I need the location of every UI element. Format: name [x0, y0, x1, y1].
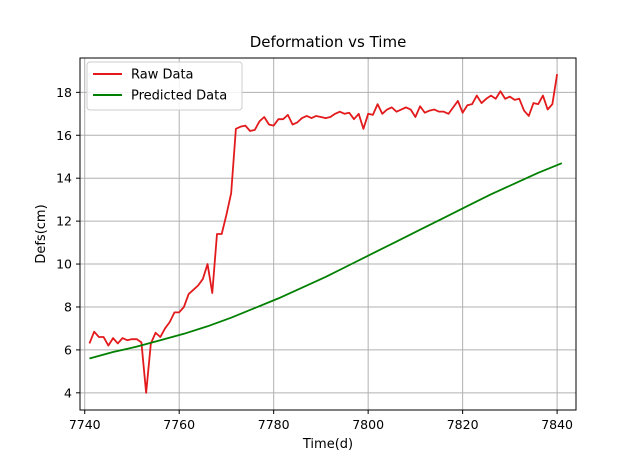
legend-label-raw-data: Raw Data: [131, 68, 194, 83]
x-tick-label: 7760: [163, 417, 195, 432]
legend-box: [86, 61, 243, 111]
x-tick-label: 7780: [258, 417, 290, 432]
x-tick-label: 7800: [352, 417, 384, 432]
y-tick-label: 18: [56, 85, 72, 100]
ticks: 7740 7760 7780 7800 7820 7840 4 6 8 10 12 14 16 18: [56, 85, 573, 432]
series-line-predicted-data: [89, 162, 563, 360]
y-axis-label: Defs(cm): [34, 204, 49, 263]
legend: Raw Data Predicted Data: [86, 61, 243, 111]
grid: [80, 58, 576, 410]
x-tick-label: 7840: [541, 417, 573, 432]
legend-label-predicted-data: Predicted Data: [131, 89, 227, 104]
plot-area-frame: [79, 57, 577, 411]
y-tick-label: 4: [64, 385, 72, 400]
x-tick-label: 7820: [447, 417, 479, 432]
chart-title: Deformation vs Time: [250, 33, 407, 51]
series-layer: [88, 73, 563, 394]
x-tick-label: 7740: [69, 417, 101, 432]
series-line-raw-data: [88, 73, 558, 394]
y-tick-label: 16: [56, 128, 72, 143]
y-tick-label: 6: [64, 342, 72, 357]
y-tick-label: 10: [56, 257, 72, 272]
x-axis-label: Time(d): [302, 437, 353, 452]
y-tick-label: 12: [56, 214, 72, 229]
y-tick-label: 14: [56, 171, 72, 186]
y-tick-label: 8: [64, 299, 72, 314]
